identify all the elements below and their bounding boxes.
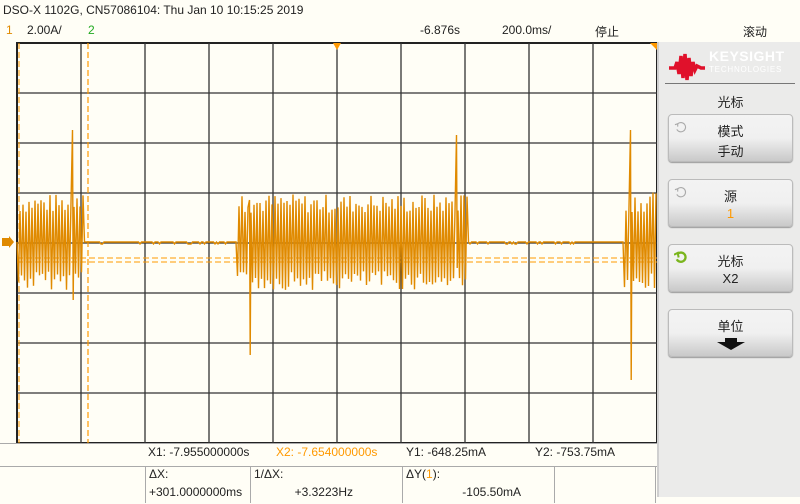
divider <box>665 83 795 84</box>
time-offset[interactable]: -6.876s <box>420 23 461 37</box>
time-scale[interactable]: 200.0ms/ <box>502 23 552 37</box>
empty-cell <box>554 467 656 503</box>
inverse-delta-x-cell: 1/ΔX: +3.3223Hz <box>250 467 401 503</box>
divider <box>0 466 657 467</box>
softkey-label: 光标 <box>717 254 744 269</box>
cursor-readout: X1: -7.955000000s X2: -7.654000000s Y1: … <box>0 443 657 504</box>
arrow-down-icon <box>717 338 745 350</box>
scope-title: DSO-X 1102G, CN57086104: Thu Jan 10 10:1… <box>3 3 304 17</box>
delta-y-cell: ΔY(1): -105.50mA <box>402 467 553 503</box>
trigger-marker-icon <box>333 43 341 50</box>
delta-x-value: +301.0000000ms <box>149 485 243 499</box>
softkey-value: 1 <box>726 206 735 221</box>
x2-readout: X2: -7.654000000s <box>276 445 378 459</box>
waveform-display <box>2 42 657 443</box>
y1-readout: Y1: -648.25mA <box>406 445 487 459</box>
y2-readout: Y2: -753.75mA <box>535 445 616 459</box>
ch1-waveform <box>16 129 657 381</box>
brand-name: KEYSIGHT <box>709 48 785 64</box>
ch2-label[interactable]: 2 <box>88 23 95 37</box>
brand-sub: TECHNOLOGIES <box>709 65 783 74</box>
delta-y-value: -105.50mA <box>462 485 521 499</box>
units-softkey[interactable]: 单位 <box>668 309 793 357</box>
inverse-delta-x-label: 1/ΔX: <box>254 467 284 481</box>
run-state: 停止 <box>595 25 620 39</box>
inverse-delta-x-value: +3.3223Hz <box>294 485 353 499</box>
keysight-logo <box>669 53 705 81</box>
ch1-label[interactable]: 1 <box>6 23 13 37</box>
softkey-panel: KEYSIGHT TECHNOLOGIES 光标 模式 手动 源 1 光标 X2… <box>657 42 800 497</box>
rotate-knob-icon <box>674 251 687 263</box>
softkey-label: 模式 <box>717 124 744 139</box>
softkey-value: X2 <box>722 271 739 286</box>
cursor-softkey[interactable]: 光标 X2 <box>668 244 793 292</box>
rotate-knob-icon <box>674 186 687 198</box>
delta-x-cell: ΔX: +301.0000000ms <box>145 467 250 503</box>
corner-marker-icon <box>650 43 657 50</box>
delta-x-label: ΔX: <box>149 467 169 481</box>
x1-readout: X1: -7.955000000s <box>148 445 250 459</box>
ch1-scale[interactable]: 2.00A/ <box>27 23 62 37</box>
ch1-ground-marker-icon <box>2 236 14 248</box>
source-softkey[interactable]: 源 1 <box>668 179 793 227</box>
menu-title: 光标 <box>717 95 744 110</box>
rotate-knob-icon <box>674 121 687 133</box>
acquisition-mode: 滚动 <box>743 25 768 39</box>
delta-y-label: ΔY(1): <box>406 467 441 481</box>
mode-softkey[interactable]: 模式 手动 <box>668 114 793 162</box>
softkey-label: 单位 <box>717 319 744 334</box>
softkey-label: 源 <box>723 189 737 204</box>
softkey-value: 手动 <box>717 144 744 159</box>
